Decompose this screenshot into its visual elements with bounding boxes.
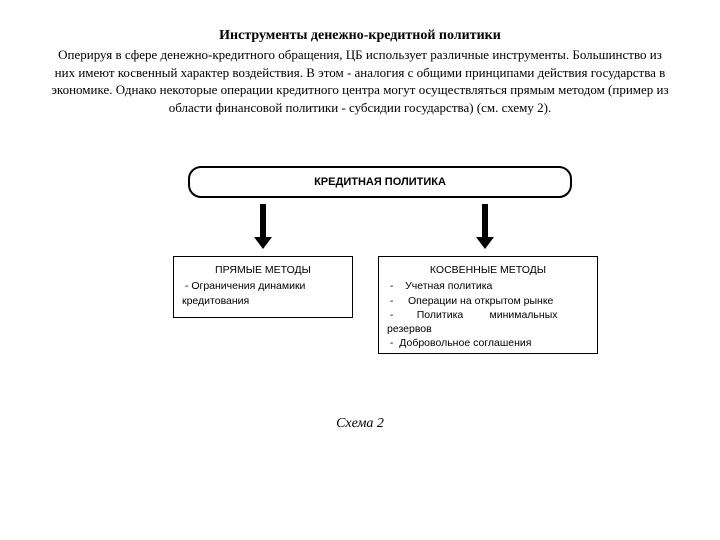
node-indirect-title: КОСВЕННЫЕ МЕТОДЫ	[387, 263, 589, 277]
arrow-shaft	[260, 204, 266, 238]
page: Инструменты денежно-кредитной политики О…	[0, 0, 720, 540]
node-indirect-body: - Учетная политика - Операции на открыто…	[387, 279, 589, 350]
arrow-head-icon	[254, 237, 272, 249]
node-direct-methods: ПРЯМЫЕ МЕТОДЫ - Ограничения динамики кре…	[173, 256, 353, 318]
page-title: Инструменты денежно-кредитной политики	[48, 28, 672, 44]
arrow-shaft	[482, 204, 488, 238]
node-indirect-methods: КОСВЕННЫЕ МЕТОДЫ - Учетная политика - Оп…	[378, 256, 598, 354]
node-direct-title: ПРЯМЫЕ МЕТОДЫ	[182, 263, 344, 277]
arrow-head-icon	[476, 237, 494, 249]
root-node: КРЕДИТНАЯ ПОЛИТИКА	[188, 166, 572, 198]
diagram-caption: Схема 2	[48, 416, 672, 432]
diagram: КРЕДИТНАЯ ПОЛИТИКА ПРЯМЫЕ МЕТОДЫ - Огран…	[48, 166, 672, 426]
node-direct-body: - Ограничения динамики кредитования	[182, 279, 344, 307]
intro-paragraph: Оперируя в сфере денежно-кредитного обра…	[48, 46, 672, 116]
